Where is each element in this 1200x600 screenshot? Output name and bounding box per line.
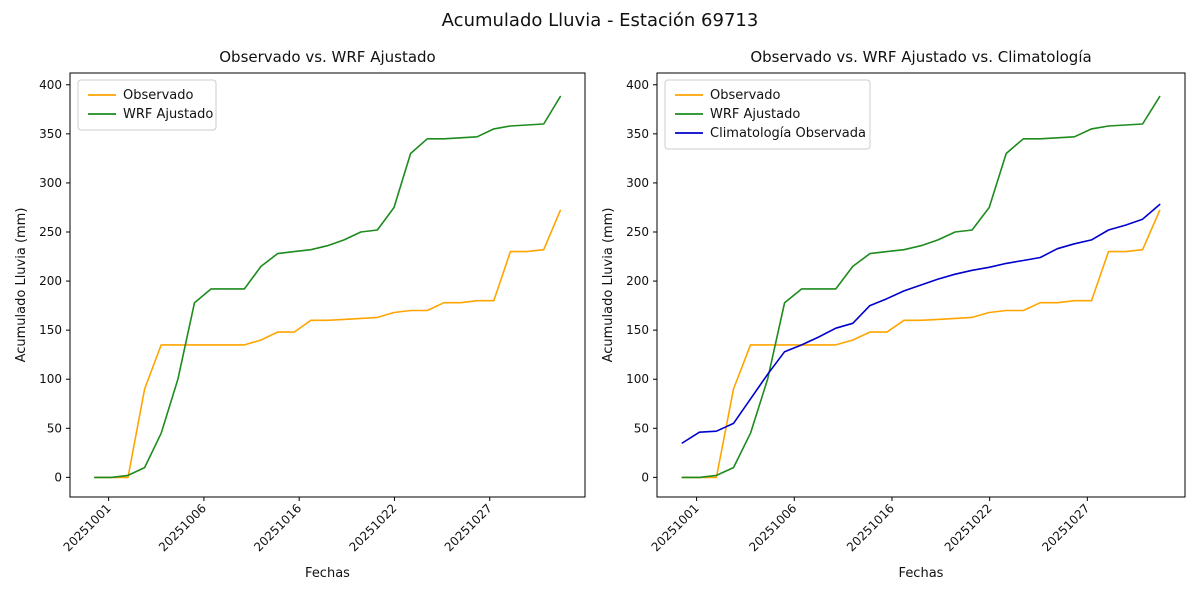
- legend-label: Observado: [123, 88, 194, 103]
- y-tick-label: 350: [626, 127, 649, 141]
- series-line-observado: [93, 209, 562, 479]
- x-axis-label: Fechas: [899, 566, 944, 581]
- y-tick-label: 200: [39, 274, 62, 288]
- y-axis-label: Acumulado Lluvia (mm): [14, 208, 29, 363]
- y-tick-label: 150: [626, 323, 649, 337]
- axes-frame: [69, 72, 586, 498]
- subplot-1: 0 50 100 150 200 250 300 350 400 20251001 20251006…: [601, 48, 1186, 581]
- y-tick-label: 150: [39, 323, 62, 337]
- y-tick-label: 50: [47, 421, 62, 435]
- y-tick-label: 250: [626, 225, 649, 239]
- series-line-observado: [681, 209, 1161, 479]
- legend-box: [664, 79, 871, 150]
- legend-label: WRF Ajustado: [710, 107, 800, 122]
- y-tick-label: 50: [634, 421, 649, 435]
- legend-label: Observado: [710, 88, 781, 103]
- x-axis-label: Fechas: [305, 566, 350, 581]
- x-tick-label: 20251001: [61, 501, 114, 554]
- y-tick-label: 400: [626, 78, 649, 92]
- y-tick-label: 200: [626, 274, 649, 288]
- y-tick-label: 250: [39, 225, 62, 239]
- x-tick-label: 20251006: [746, 501, 799, 554]
- y-tick-label: 100: [626, 372, 649, 386]
- x-tick-label: 20251016: [251, 501, 304, 554]
- x-tick-label: 20251027: [1039, 501, 1092, 554]
- y-tick-label: 300: [626, 176, 649, 190]
- y-tick-label: 100: [39, 372, 62, 386]
- legend-label: Climatología Observada: [710, 126, 866, 141]
- figure-title: Acumulado Lluvia - Estación 69713: [441, 10, 759, 31]
- subplot-title: Observado vs. WRF Ajustado vs. Climatolo…: [750, 48, 1091, 66]
- x-tick-label: 20251027: [442, 501, 495, 554]
- x-tick-label: 20251022: [942, 501, 995, 554]
- x-tick-label: 20251006: [156, 501, 209, 554]
- y-tick-label: 400: [39, 78, 62, 92]
- subplot-0: 0 50 100 150 200 250 300 350 400 20251001 20251006…: [14, 48, 586, 581]
- y-axis-label: Acumulado Lluvia (mm): [601, 208, 616, 363]
- series-line-wrf-ajustado: [681, 95, 1161, 479]
- x-tick-label: 20251022: [346, 501, 399, 554]
- y-tick-label: 300: [39, 176, 62, 190]
- legend-label: WRF Ajustado: [123, 107, 213, 122]
- y-tick-label: 0: [54, 470, 62, 484]
- subplot-title: Observado vs. WRF Ajustado: [219, 48, 435, 66]
- series-line-climatolog-a-observada: [681, 203, 1161, 444]
- y-tick-label: 350: [39, 127, 62, 141]
- legend-box: [77, 79, 217, 131]
- x-tick-label: 20251001: [649, 501, 702, 554]
- y-tick-label: 0: [641, 470, 649, 484]
- series-line-wrf-ajustado: [93, 95, 562, 479]
- x-tick-label: 20251016: [844, 501, 897, 554]
